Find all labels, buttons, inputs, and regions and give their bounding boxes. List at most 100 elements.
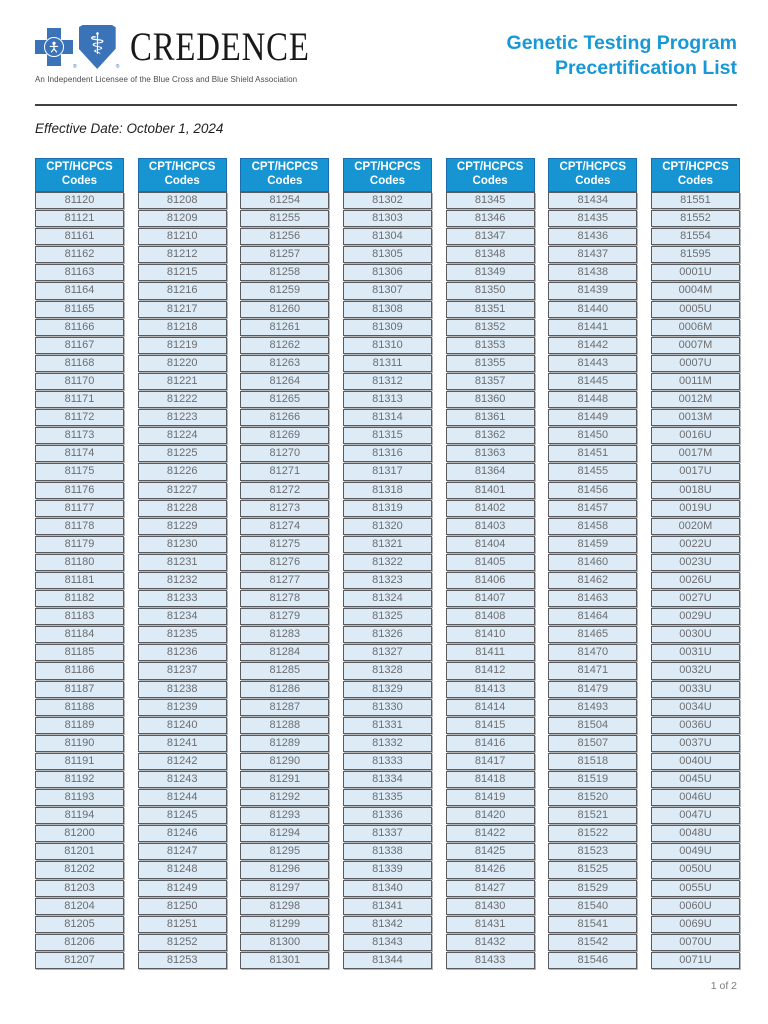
code-cell: 81347 <box>445 228 535 246</box>
code-cell: 81181 <box>35 571 124 590</box>
code-cell: 81161 <box>35 228 124 246</box>
code-cell: 81438 <box>548 264 638 282</box>
code-cell: 81120 <box>35 192 124 210</box>
code-cell: 81266 <box>240 409 330 427</box>
code-cell: 81227 <box>137 481 227 499</box>
code-cell: 81262 <box>240 336 330 354</box>
code-cell: 0050U <box>650 861 740 879</box>
effective-date: Effective Date: October 1, 2024 <box>35 121 224 136</box>
code-cell: 81233 <box>137 590 227 608</box>
code-cell: 81355 <box>445 354 535 372</box>
code-cell: 81275 <box>240 535 330 553</box>
code-cell: 81274 <box>240 517 330 535</box>
code-cell: 81323 <box>342 571 432 590</box>
code-cell: 81404 <box>445 535 535 553</box>
code-cell: 81239 <box>137 698 227 716</box>
code-cell: 81342 <box>342 915 432 933</box>
code-cell: 0033U <box>650 680 740 698</box>
code-cell: 81310 <box>342 336 432 354</box>
code-cell: 0004M <box>650 282 740 300</box>
column-header: CPT/HCPCS Codes <box>650 158 740 192</box>
code-cell: 81272 <box>240 481 330 499</box>
code-cell: 81361 <box>445 409 535 427</box>
code-cell: 81339 <box>342 861 432 879</box>
code-cell: 0023U <box>650 553 740 571</box>
code-cell: 81437 <box>548 246 638 264</box>
code-cell: 81325 <box>342 608 432 626</box>
code-cell: 0001U <box>650 264 740 282</box>
code-cell: 81302 <box>342 192 432 210</box>
code-cell: 81284 <box>240 644 330 662</box>
code-cell: 81182 <box>35 590 124 608</box>
code-cell: 81445 <box>548 372 638 391</box>
code-cell: 81241 <box>137 734 227 752</box>
page-header: ® ⚕ ® CREDENCE An Independent Licensee o… <box>35 24 737 84</box>
code-cells: 81302 81303 81304 81305 81306 81307 81308 81309… <box>342 192 432 970</box>
code-cell: 0045U <box>650 771 740 789</box>
code-cell: 0034U <box>650 698 740 716</box>
document-title-line1: Genetic Testing Program <box>506 32 737 54</box>
code-cell: 81458 <box>548 517 638 535</box>
code-cell: 81252 <box>137 933 227 951</box>
column-header: CPT/HCPCS Codes <box>35 158 124 192</box>
code-cells: 81254 81255 81256 81257 81258 81259 81260 81261… <box>240 192 330 970</box>
code-cell: 0037U <box>650 734 740 752</box>
code-cell: 81434 <box>548 192 638 210</box>
code-cell: 81345 <box>445 192 535 210</box>
code-cell: 81341 <box>342 897 432 915</box>
code-cell: 81184 <box>35 626 124 644</box>
code-cell: 0027U <box>650 590 740 608</box>
code-cell: 81264 <box>240 372 330 391</box>
code-cell: 81173 <box>35 427 124 445</box>
code-cell: 81168 <box>35 354 124 372</box>
code-cell: 0047U <box>650 807 740 825</box>
code-cell: 81410 <box>445 626 535 644</box>
code-cell: 81205 <box>35 915 124 933</box>
code-cell: 81456 <box>548 481 638 499</box>
code-cell: 81306 <box>342 264 432 282</box>
code-cell: 81249 <box>137 879 227 897</box>
code-cell: 81240 <box>137 716 227 734</box>
code-cell: 81250 <box>137 897 227 915</box>
code-cell: 81247 <box>137 843 227 861</box>
code-cell: 81318 <box>342 481 432 499</box>
code-cell: 81270 <box>240 445 330 463</box>
code-cell: 81327 <box>342 644 432 662</box>
code-cell: 81260 <box>240 300 330 318</box>
code-cell: 81192 <box>35 771 124 789</box>
column-header: CPT/HCPCS Codes <box>445 158 535 192</box>
code-cell: 81457 <box>548 499 638 517</box>
code-cell: 81406 <box>445 571 535 590</box>
code-cell: 81265 <box>240 391 330 409</box>
code-cell: 81206 <box>35 933 124 951</box>
code-cell: 81175 <box>35 463 124 481</box>
code-cell: 81407 <box>445 590 535 608</box>
code-cell: 81402 <box>445 499 535 517</box>
code-cell: 81180 <box>35 553 124 571</box>
code-column-2: CPT/HCPCS Codes 81208 81209 81210 81212 81215 8… <box>137 158 227 970</box>
credence-logo: ® ⚕ ® CREDENCE An Independent Licensee o… <box>35 24 350 84</box>
code-cells: 81434 81435 81436 81437 81438 81439 81440 81441… <box>548 192 638 970</box>
code-cell: 81222 <box>137 391 227 409</box>
column-header: CPT/HCPCS Codes <box>240 158 330 192</box>
code-cell: 81224 <box>137 427 227 445</box>
code-cell: 81259 <box>240 282 330 300</box>
code-cell: 81328 <box>342 662 432 680</box>
code-cell: 81464 <box>548 608 638 626</box>
code-cell: 81212 <box>137 246 227 264</box>
code-cell: 81188 <box>35 698 124 716</box>
code-cell: 81460 <box>548 553 638 571</box>
code-cell: 81202 <box>35 861 124 879</box>
code-cell: 81420 <box>445 807 535 825</box>
code-cell: 81411 <box>445 644 535 662</box>
code-cell: 81312 <box>342 372 432 391</box>
code-cell: 81209 <box>137 210 227 228</box>
code-cell: 81451 <box>548 445 638 463</box>
column-header: CPT/HCPCS Codes <box>137 158 227 192</box>
brand-tagline: An Independent Licensee of the Blue Cros… <box>35 75 298 84</box>
code-cell: 81426 <box>445 861 535 879</box>
code-cell: 81273 <box>240 499 330 517</box>
code-cell: 81319 <box>342 499 432 517</box>
code-cell: 0020M <box>650 517 740 535</box>
code-cell: 81303 <box>342 210 432 228</box>
